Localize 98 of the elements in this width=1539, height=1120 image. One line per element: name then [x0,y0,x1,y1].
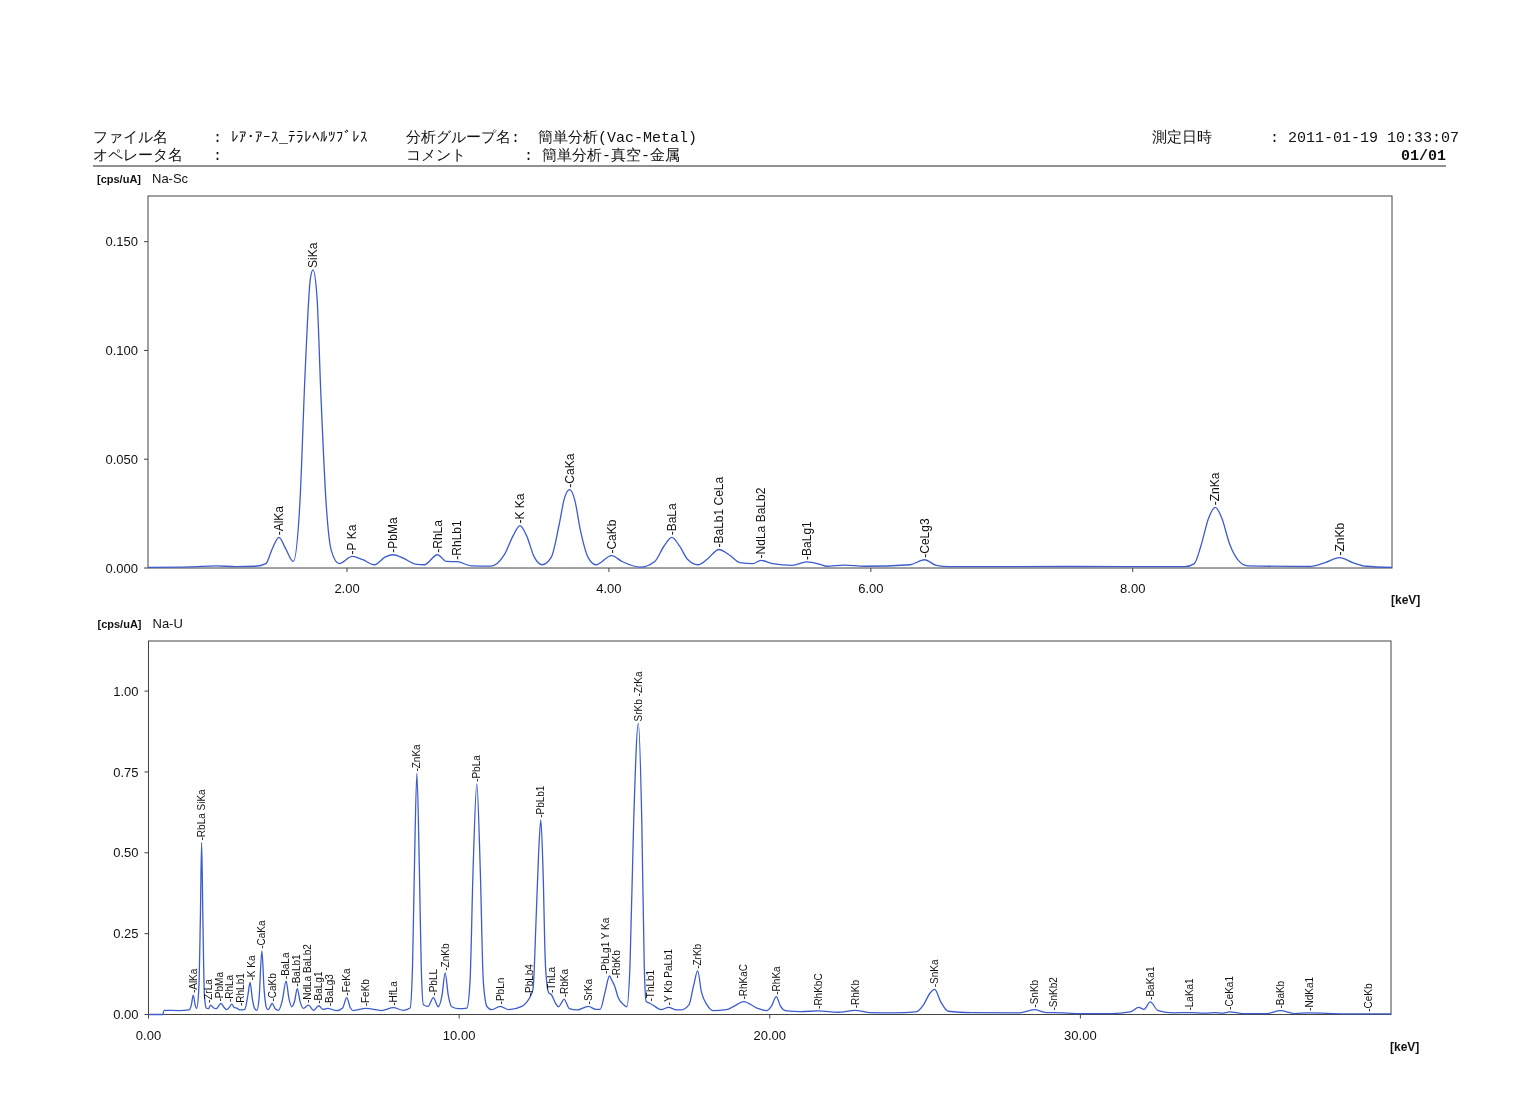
annotation: -SnKa [929,959,941,988]
annotation: -RhKbC [813,973,825,1009]
y-tick-label: 0.25 [113,926,139,942]
annotation: -PbLb4 [523,963,535,997]
text: オペレータ名 [93,147,183,165]
annotation: -RbKb [610,949,622,979]
annotation: -AlKa [272,505,287,536]
x-tick-label: 0.00 [135,1027,162,1043]
annotation: -BaKa1 [1144,966,1156,1000]
annotation: -BaLg1 [799,520,814,560]
annotation: -PbMa [213,971,225,1002]
annotation: -ZnKa [411,743,423,772]
annotation: -BaLa [280,952,292,980]
text: ファイル名 [93,129,168,147]
text: 簡単分析(Vac-Metal) [538,129,698,147]
annotation: -NdKa1 [1304,976,1316,1011]
annotation: -CaKa [256,920,268,949]
text: コメント [406,148,466,165]
annotation: -BaLb1 [291,953,303,987]
y-tick-label: 0.150 [105,234,138,250]
text: : 2011-01-19 10:33:07 [1270,130,1460,147]
annotation: -BaLg3 [324,973,336,1007]
annotation: -PbLn [494,977,506,1005]
text: : ﾚｱ･ｱｰｽ_ﾃﾗﾚﾍﾙﾂﾌﾞﾚｽ [213,129,369,147]
annotation: -RhLa [430,519,445,553]
x-tick-label: 8.00 [1120,581,1146,596]
annotation: SrKb -ZrKa [632,671,644,722]
chart-title: Na-Sc [152,171,189,186]
annotation: -RhLb1 [235,972,247,1007]
annotation: SiKa [306,242,321,268]
annotation: -BaKb [1274,980,1286,1009]
annotation: -ThLb1 [644,969,656,1002]
annotation: -RhKa [770,965,782,995]
text: : [213,148,223,165]
line-series [147,722,1392,1016]
y-axis-title: [cps/uA] [97,618,142,630]
y-tick-label: 0.75 [113,764,139,780]
annotation: -FeKa [341,968,353,996]
annotation: -AlKa [187,968,199,994]
line-series [147,269,1393,568]
annotation: -FeKb [360,978,372,1007]
annotation: -HfLa [387,980,399,1006]
x-tick-label: 10.00 [442,1027,476,1043]
annotation: -ZnKb [1332,522,1347,556]
annotation: -ZnKa [1208,472,1223,506]
annotation: -LaKa1 [1184,977,1196,1011]
annotation: -ZnKb [439,943,451,971]
annotation: -PbLa [471,754,483,782]
annotation: -RbLa SiKa [196,788,208,841]
annotation: -RhKaC [738,963,750,1000]
annotation: -K Ka [246,955,258,981]
annotation: -NdLa BaLb2 [754,487,769,559]
y-tick-label: 0.000 [105,560,138,576]
annotation: -PbLL [427,968,439,996]
annotation: -RbKa [558,968,570,998]
annotation: -RhKb [849,979,861,1009]
annotation: -CeLg3 [917,518,932,558]
annotation: -PbMa [386,517,401,553]
y-tick-label: 0.100 [105,343,138,359]
annotation: -CeKa1 [1224,975,1236,1010]
x-axis-title: [keV] [1390,1039,1420,1054]
annotation: -CaKb [266,972,278,1002]
x-tick-label: 20.00 [753,1027,787,1043]
y-tick-label: 0.050 [105,451,138,467]
y-tick-label: 0.00 [113,1007,139,1023]
annotation: -K Ka [513,493,528,524]
annotation: -CaKb [604,519,619,554]
annotation: -ThLa [546,966,558,994]
annotation: -ZrKb [692,943,704,969]
annotation: -BaLg1 [313,971,325,1004]
annotation: -ZrLa [202,978,214,1004]
annotation: -RhLa [224,974,236,1003]
text: 分析グループ名: [406,129,521,147]
annotation: -RhLb1 [450,520,465,560]
x-tick-label: 2.00 [334,581,360,596]
annotation: -SnKb [1028,979,1040,1008]
text: : 簡単分析-真空-金属 [524,147,681,165]
y-axis-title: [cps/uA] [97,173,142,185]
annotation: -Y Kb PaLb1 [662,948,674,1006]
y-tick-label: 1.00 [113,683,139,699]
annotation: -CeKb [1363,983,1375,1012]
text: 測定日時 [1152,129,1212,147]
annotation: -P Ka [345,524,360,555]
annotation: -PbLg1 Y Ka [599,917,611,975]
annotation: -BaLb1 CeLa [712,476,727,548]
annotation: -NdLa BaLb2 [302,943,314,1004]
annotation: -SrKa [582,978,594,1005]
annotation: -PbLb1 [535,785,547,818]
annotation: -BaLa [664,502,679,536]
x-axis-title: [keV] [1391,593,1421,607]
x-tick-label: 6.00 [858,581,884,596]
x-tick-label: 4.00 [596,581,622,596]
text: 01/01 [1400,148,1446,165]
annotation: -SnKb2 [1048,976,1060,1011]
y-tick-label: 0.50 [113,845,139,861]
chart-title: Na-U [152,616,183,631]
annotation: -CaKa [562,453,577,488]
x-tick-label: 30.00 [1064,1027,1097,1043]
